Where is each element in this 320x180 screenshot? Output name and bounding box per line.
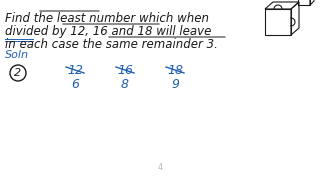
Text: 18: 18 bbox=[167, 64, 183, 76]
Text: 12: 12 bbox=[67, 64, 83, 76]
Text: 2: 2 bbox=[14, 68, 21, 78]
Text: Find the least number which when: Find the least number which when bbox=[5, 12, 209, 25]
Text: 8: 8 bbox=[121, 78, 129, 91]
Text: 6: 6 bbox=[71, 78, 79, 91]
Text: 9: 9 bbox=[171, 78, 179, 91]
Text: divided by 12, 16 and 18 will leave: divided by 12, 16 and 18 will leave bbox=[5, 25, 212, 38]
Text: Soln: Soln bbox=[5, 50, 29, 60]
Text: 4: 4 bbox=[157, 163, 163, 172]
Text: 16: 16 bbox=[117, 64, 133, 76]
Text: in each case the same remainder 3.: in each case the same remainder 3. bbox=[5, 38, 218, 51]
